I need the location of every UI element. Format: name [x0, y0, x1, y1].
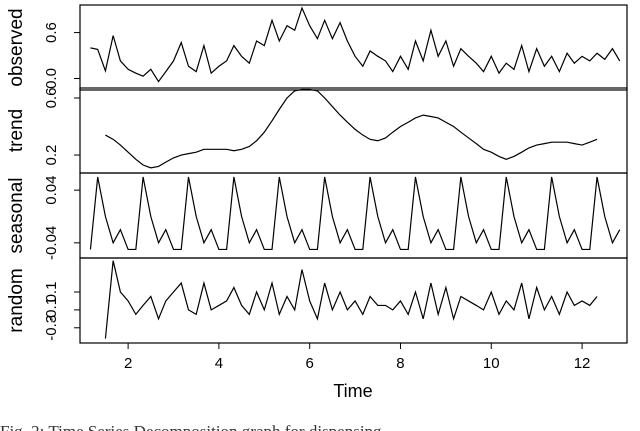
- panel-frame: [79, 87, 628, 174]
- y-tick-label: 0.0: [43, 68, 60, 89]
- y-tick-label: 0.2: [43, 145, 60, 166]
- y-tick-label: -0.1: [43, 297, 60, 323]
- x-tick-label: 12: [574, 355, 591, 372]
- series-line: [90, 6, 621, 83]
- caption: Fig. 2: Time Series Decomposition graph …: [0, 422, 382, 431]
- panel-label: trend: [6, 109, 27, 152]
- series-line: [104, 260, 598, 339]
- y-tick-label: 0.6: [43, 88, 60, 109]
- y-tick-label: 0.04: [43, 176, 60, 205]
- panel-frame: [79, 4, 628, 91]
- x-tick-label: 8: [396, 355, 404, 372]
- x-tick-label: 2: [124, 355, 132, 372]
- y-tick-label: -0.3: [43, 315, 60, 341]
- x-tick-label: 6: [306, 355, 314, 372]
- y-tick-label: 0.1: [43, 282, 60, 303]
- series-line: [89, 176, 621, 251]
- panel-label: random: [6, 268, 27, 332]
- y-tick-label: 0.6: [43, 22, 60, 43]
- panel-label: seasonal: [6, 177, 27, 253]
- y-tick-label: -0.04: [43, 226, 60, 260]
- panel-label: observed: [6, 8, 27, 86]
- x-tick-label: 4: [215, 355, 223, 372]
- series-line: [105, 88, 598, 169]
- panel-frame: [79, 257, 628, 344]
- x-axis-title: Time: [333, 381, 372, 401]
- x-tick-label: 10: [483, 355, 500, 372]
